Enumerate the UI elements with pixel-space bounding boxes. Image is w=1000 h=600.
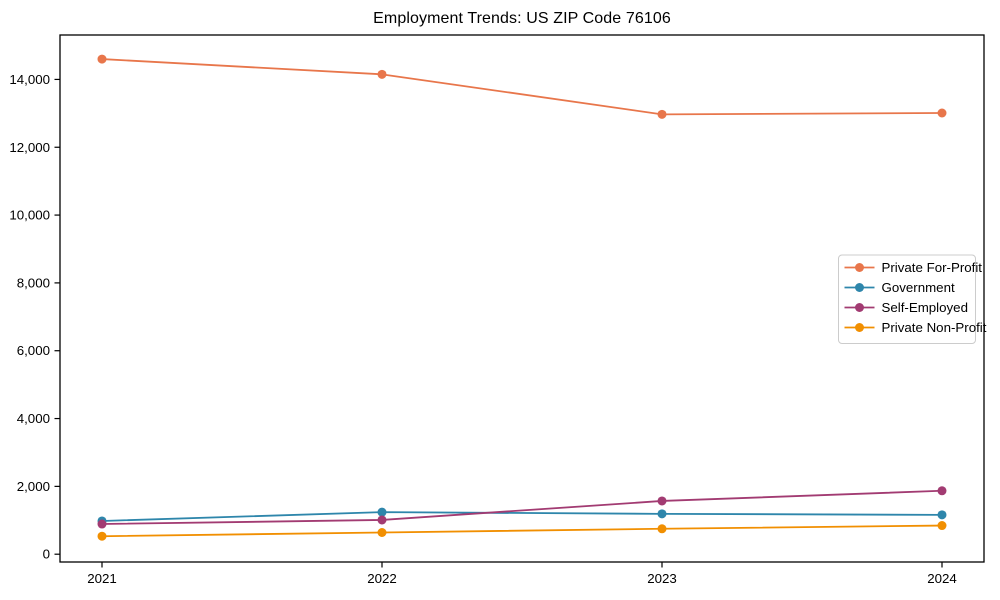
legend-box: [838, 254, 976, 344]
data-point-government: [377, 507, 387, 517]
legend-marker: [855, 323, 864, 332]
series-line-private-for-profit: [101, 58, 943, 116]
legend-marker: [855, 283, 864, 292]
legend: Private For-Profit Government Self-Employe…: [838, 254, 987, 344]
data-point-self-employed: [377, 515, 387, 525]
legend-item-self-employed: Self-Employed: [844, 300, 968, 315]
legend-label: Private Non-Profit: [882, 320, 987, 335]
x-tick-label: 2021: [87, 571, 117, 586]
series-line-self-employed: [101, 489, 943, 525]
data-point-government: [657, 509, 667, 519]
legend-item-government: Government: [844, 280, 955, 295]
data-point-private-non-profit: [657, 524, 667, 534]
y-tick-label: 10,000: [9, 208, 50, 223]
legend-item-private-for-profit: Private For-Profit: [844, 260, 983, 275]
y-tick-label: 14,000: [9, 72, 50, 87]
legend-item-private-non-profit: Private Non-Profit: [844, 320, 987, 335]
data-point-self-employed: [937, 486, 947, 496]
data-point-self-employed: [97, 519, 107, 529]
data-point-private-for-profit: [377, 69, 387, 79]
x-tick-label: 2023: [647, 571, 677, 586]
legend-label: Government: [882, 280, 955, 295]
legend-label: Self-Employed: [882, 300, 968, 315]
y-tick-label: 8,000: [17, 275, 50, 290]
data-point-private-for-profit: [657, 109, 667, 119]
plot-area-border: [59, 34, 985, 563]
y-tick-label: 4,000: [17, 411, 50, 426]
y-tick-label: 0: [43, 547, 50, 562]
data-point-private-non-profit: [377, 527, 387, 537]
data-point-self-employed: [657, 496, 667, 506]
data-point-private-non-profit: [937, 521, 947, 531]
x-tick-label: 2024: [927, 571, 957, 586]
series-line-government: [101, 511, 943, 522]
series-line-private-non-profit: [101, 524, 943, 538]
chart-title: Employment Trends: US ZIP Code 76106: [373, 10, 671, 27]
data-point-private-for-profit: [97, 54, 107, 64]
y-tick-label: 2,000: [17, 479, 50, 494]
data-point-government: [937, 510, 947, 520]
data-point-private-non-profit: [97, 531, 107, 541]
data-point-private-for-profit: [937, 108, 947, 118]
legend-marker: [855, 263, 864, 272]
y-tick-label: 6,000: [17, 343, 50, 358]
legend-label: Private For-Profit: [882, 260, 983, 275]
y-tick-label: 12,000: [9, 140, 50, 155]
legend-marker: [855, 303, 864, 312]
x-tick-label: 2022: [367, 571, 397, 586]
